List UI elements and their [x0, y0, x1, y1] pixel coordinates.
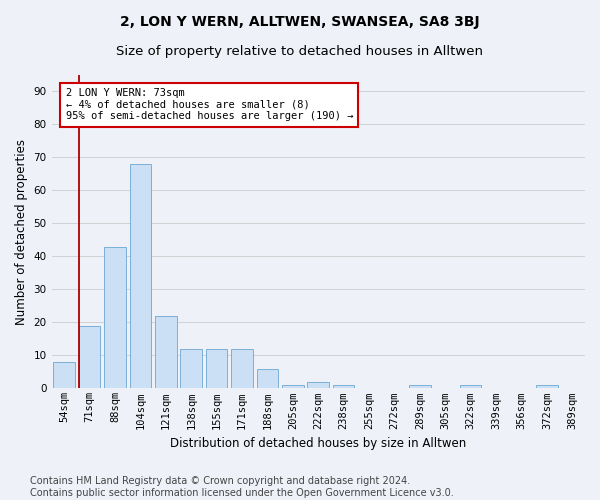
Bar	[282, 385, 304, 388]
Text: 2 LON Y WERN: 73sqm
← 4% of detached houses are smaller (8)
95% of semi-detached: 2 LON Y WERN: 73sqm ← 4% of detached hou…	[65, 88, 353, 122]
Bar	[206, 349, 227, 389]
Bar	[53, 362, 75, 388]
Bar	[460, 385, 481, 388]
Bar	[307, 382, 329, 388]
Bar	[333, 385, 355, 388]
Y-axis label: Number of detached properties: Number of detached properties	[15, 138, 28, 324]
Bar	[155, 316, 176, 388]
X-axis label: Distribution of detached houses by size in Alltwen: Distribution of detached houses by size …	[170, 437, 466, 450]
Bar	[231, 349, 253, 389]
Text: Size of property relative to detached houses in Alltwen: Size of property relative to detached ho…	[116, 45, 484, 58]
Text: 2, LON Y WERN, ALLTWEN, SWANSEA, SA8 3BJ: 2, LON Y WERN, ALLTWEN, SWANSEA, SA8 3BJ	[120, 15, 480, 29]
Text: Contains HM Land Registry data © Crown copyright and database right 2024.
Contai: Contains HM Land Registry data © Crown c…	[30, 476, 454, 498]
Bar	[130, 164, 151, 388]
Bar	[409, 385, 431, 388]
Bar	[257, 368, 278, 388]
Bar	[104, 246, 126, 388]
Bar	[181, 349, 202, 389]
Bar	[536, 385, 557, 388]
Bar	[79, 326, 100, 388]
